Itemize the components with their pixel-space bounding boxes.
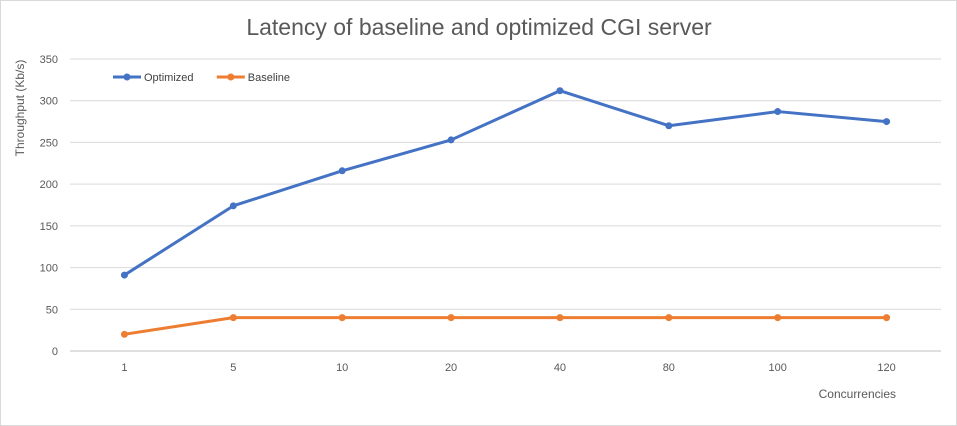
- y-axis-ticks: 0 50 100 150 200 250 300 350: [40, 54, 58, 358]
- x-tick-label: 1: [121, 362, 127, 374]
- legend-marker-optimized: [123, 73, 131, 81]
- legend-label-optimized: Optimized: [144, 72, 194, 84]
- data-point-optimized: [665, 122, 673, 130]
- data-point-baseline: [556, 314, 564, 322]
- x-tick-label: 20: [445, 362, 457, 374]
- y-tick-label: 350: [40, 54, 58, 66]
- series-line-baseline: [122, 316, 889, 336]
- x-tick-label: 120: [877, 362, 895, 374]
- y-tick-label: 200: [40, 179, 58, 191]
- data-point-optimized: [338, 167, 346, 175]
- series-group: [120, 87, 891, 338]
- data-point-baseline: [229, 314, 237, 322]
- x-tick-label: 100: [769, 362, 787, 374]
- data-point-optimized: [447, 136, 455, 144]
- y-axis-title: Throughput (Kb/s): [13, 60, 27, 157]
- y-tick-label: 300: [40, 96, 58, 108]
- y-tick-label: 0: [52, 346, 58, 358]
- data-point-optimized: [774, 108, 782, 116]
- data-point-optimized: [120, 271, 128, 279]
- x-tick-label: 5: [230, 362, 236, 374]
- data-point-optimized: [556, 87, 564, 95]
- data-point-baseline: [774, 314, 782, 322]
- y-tick-label: 100: [40, 263, 58, 275]
- series-line-optimized: [122, 89, 889, 277]
- data-point-baseline: [447, 314, 455, 322]
- x-tick-label: 80: [663, 362, 675, 374]
- x-axis-title: Concurrencies: [819, 387, 896, 401]
- data-point-optimized: [883, 118, 891, 126]
- legend: Optimized Baseline: [113, 72, 290, 84]
- x-tick-label: 10: [336, 362, 348, 374]
- y-tick-label: 150: [40, 221, 58, 233]
- data-point-optimized: [229, 202, 237, 210]
- legend-label-baseline: Baseline: [248, 72, 290, 84]
- x-axis-ticks: 1 5 10 20 40 80 100 120: [121, 362, 895, 374]
- y-tick-label: 50: [46, 304, 58, 316]
- data-point-baseline: [665, 314, 673, 322]
- data-point-baseline: [338, 314, 346, 322]
- data-point-baseline: [883, 314, 891, 322]
- legend-marker-baseline: [227, 73, 235, 81]
- data-point-baseline: [120, 330, 128, 338]
- gridlines: [70, 58, 941, 352]
- chart-title: Latency of baseline and optimized CGI se…: [246, 14, 712, 40]
- y-tick-label: 250: [40, 137, 58, 149]
- x-tick-label: 40: [554, 362, 566, 374]
